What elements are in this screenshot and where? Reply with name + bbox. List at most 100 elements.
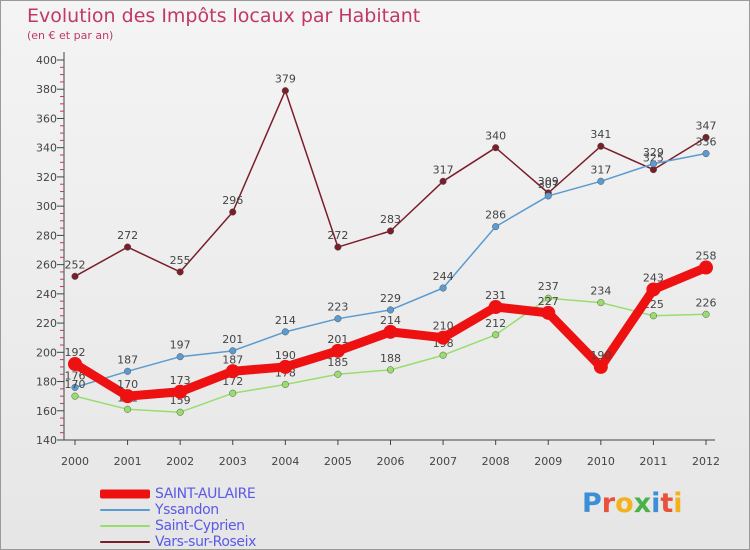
data-label-saint-aulaire: 231 [485, 289, 506, 302]
x-tick-label: 2000 [61, 455, 89, 468]
data-label-vars-sur-roseix: 341 [590, 128, 611, 141]
data-label-vars-sur-roseix: 325 [643, 152, 664, 165]
data-label-yssandon: 336 [696, 136, 717, 149]
x-tick-label: 2010 [587, 455, 615, 468]
data-label-vars-sur-roseix: 255 [170, 254, 191, 267]
data-point-saint-cyprien [176, 408, 184, 416]
logo-letter: o [615, 488, 634, 519]
x-tick-label: 2002 [166, 455, 194, 468]
data-label-vars-sur-roseix: 317 [433, 163, 454, 176]
x-tick-label: 2006 [377, 455, 405, 468]
data-point-vars-sur-roseix [492, 144, 500, 152]
data-point-saint-cyprien [439, 351, 447, 359]
data-point-vars-sur-roseix [702, 133, 710, 142]
data-point-yssandon [492, 223, 500, 231]
y-tick-label: 380 [36, 83, 57, 96]
y-tick-label: 200 [36, 346, 57, 359]
legend-label-yssandon: Yssandon [155, 502, 219, 518]
data-point-saint-cyprien [281, 380, 289, 389]
data-point-saint-aulaire [330, 343, 345, 358]
data-label-vars-sur-roseix: 379 [275, 73, 296, 86]
data-label-saint-aulaire: 210 [433, 320, 454, 333]
y-tick-label: 280 [36, 229, 57, 242]
data-label-saint-aulaire: 201 [327, 333, 348, 346]
data-point-yssandon [597, 177, 605, 185]
data-label-yssandon: 223 [327, 301, 348, 314]
x-tick-label: 2009 [534, 455, 562, 468]
data-label-yssandon: 307 [538, 178, 559, 191]
x-tick-label: 2005 [324, 455, 352, 468]
data-label-yssandon: 317 [590, 163, 611, 176]
y-tick-label: 160 [36, 405, 57, 418]
data-point-saint-cyprien [124, 405, 132, 413]
data-label-vars-sur-roseix: 272 [327, 229, 348, 242]
data-point-saint-aulaire [173, 384, 188, 399]
y-tick-label: 240 [36, 288, 57, 301]
data-point-saint-cyprien [544, 294, 552, 302]
logo-letter: P [582, 488, 602, 519]
data-point-saint-aulaire [383, 324, 398, 339]
data-point-saint-cyprien [649, 312, 657, 320]
data-point-saint-aulaire [699, 260, 713, 275]
data-label-saint-cyprien: 170 [65, 378, 86, 391]
data-label-yssandon: 329 [643, 146, 664, 159]
data-point-vars-sur-roseix [281, 87, 289, 95]
data-point-saint-cyprien [229, 389, 237, 397]
data-point-vars-sur-roseix [71, 272, 79, 280]
data-point-vars-sur-roseix [229, 208, 237, 216]
data-point-yssandon [229, 347, 237, 355]
y-tick-label: 300 [36, 200, 57, 213]
data-point-saint-aulaire [436, 330, 451, 345]
legend-label-vars-sur-roseix: Vars-sur-Roseix [155, 534, 256, 550]
data-point-saint-cyprien [702, 310, 710, 318]
chart-subtitle: (en € et par an) [27, 29, 114, 42]
data-label-saint-aulaire: 190 [590, 349, 611, 362]
legend-label-saint-aulaire: SAINT-AULAIRE [155, 486, 256, 502]
data-point-saint-cyprien [334, 370, 342, 378]
legend-swatch-yssandon [100, 509, 150, 511]
data-label-saint-cyprien: 212 [485, 317, 506, 330]
data-point-yssandon [124, 367, 132, 375]
data-label-saint-cyprien: 185 [327, 356, 348, 369]
data-point-yssandon [386, 306, 395, 314]
data-point-vars-sur-roseix [386, 227, 395, 235]
x-tick-label: 2008 [482, 455, 510, 468]
data-point-yssandon [439, 284, 447, 292]
data-label-vars-sur-roseix: 252 [65, 258, 86, 271]
data-point-saint-aulaire [120, 389, 135, 404]
data-point-saint-cyprien [597, 299, 605, 307]
data-label-saint-aulaire: 187 [222, 353, 243, 366]
data-label-saint-aulaire: 258 [696, 250, 717, 263]
data-label-saint-cyprien: 234 [590, 285, 611, 298]
data-label-yssandon: 201 [222, 333, 243, 346]
data-label-saint-cyprien: 237 [538, 280, 559, 293]
data-label-saint-aulaire: 192 [65, 346, 86, 359]
logo-letter: x [633, 488, 652, 519]
data-point-saint-aulaire [593, 359, 608, 374]
data-label-vars-sur-roseix: 272 [117, 229, 138, 242]
data-label-yssandon: 229 [380, 292, 401, 305]
data-point-yssandon [71, 383, 79, 391]
data-point-saint-aulaire [225, 364, 240, 379]
data-point-yssandon [702, 149, 710, 158]
data-label-saint-aulaire: 173 [170, 374, 191, 387]
data-label-saint-aulaire: 243 [643, 271, 664, 284]
data-point-vars-sur-roseix [176, 268, 184, 276]
data-point-saint-cyprien [71, 392, 79, 400]
data-label-yssandon: 176 [65, 369, 86, 382]
chart-title: Evolution des Impôts locaux par Habitant [27, 5, 421, 27]
data-label-saint-cyprien: 159 [170, 394, 191, 407]
data-label-yssandon: 197 [170, 339, 191, 352]
y-tick-label: 180 [36, 376, 57, 389]
legend-label-saint-cyprien: Saint-Cyprien [155, 518, 245, 534]
y-tick-label: 340 [36, 142, 57, 155]
data-label-saint-aulaire: 170 [117, 378, 138, 391]
data-label-saint-cyprien: 188 [380, 352, 401, 365]
data-point-saint-aulaire [488, 300, 503, 314]
data-point-vars-sur-roseix [439, 177, 447, 185]
data-label-vars-sur-roseix: 296 [222, 194, 243, 207]
x-tick-label: 2003 [219, 455, 247, 468]
data-point-yssandon [281, 328, 289, 336]
data-point-vars-sur-roseix [124, 243, 132, 251]
